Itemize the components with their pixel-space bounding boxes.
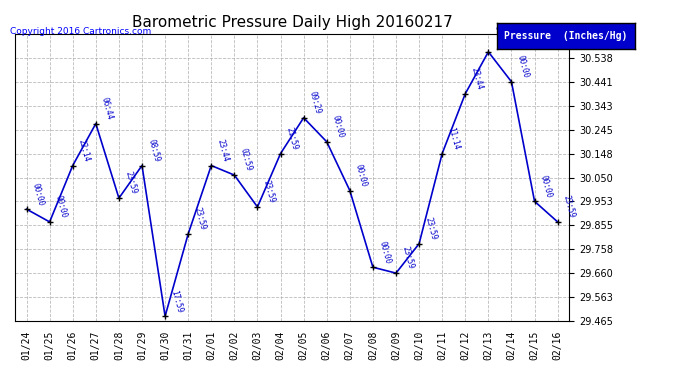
Text: 21:59: 21:59	[285, 126, 299, 151]
Text: 00:00: 00:00	[354, 163, 368, 188]
Text: 23:59: 23:59	[123, 171, 138, 195]
Text: 23:59: 23:59	[562, 195, 576, 219]
Text: 02:59: 02:59	[239, 148, 253, 172]
Text: 23:59: 23:59	[423, 216, 438, 241]
Text: 08:59: 08:59	[146, 138, 161, 163]
Text: 00:00: 00:00	[515, 54, 531, 79]
Text: 23:59: 23:59	[400, 246, 415, 270]
Text: 06:44: 06:44	[100, 96, 115, 121]
Title: Barometric Pressure Daily High 20160217: Barometric Pressure Daily High 20160217	[132, 15, 453, 30]
Text: 23:59: 23:59	[193, 207, 207, 231]
Text: Pressure  (Inches/Hg): Pressure (Inches/Hg)	[504, 31, 627, 40]
Text: 10:00: 10:00	[493, 24, 507, 49]
Text: 00:00: 00:00	[54, 195, 68, 219]
Text: 23:44: 23:44	[215, 138, 230, 163]
Text: 23:59: 23:59	[262, 180, 276, 204]
Text: 22:14: 22:14	[77, 138, 92, 163]
Text: Copyright 2016 Cartronics.com: Copyright 2016 Cartronics.com	[10, 27, 152, 36]
Text: 11:14: 11:14	[446, 126, 461, 151]
Text: 00:00: 00:00	[31, 182, 46, 206]
Text: 17:59: 17:59	[169, 289, 184, 314]
Text: 00:00: 00:00	[539, 174, 553, 198]
Text: 00:00: 00:00	[377, 240, 392, 264]
Text: 09:29: 09:29	[308, 90, 322, 115]
Text: 00:00: 00:00	[331, 114, 346, 139]
Text: 23:44: 23:44	[469, 66, 484, 91]
